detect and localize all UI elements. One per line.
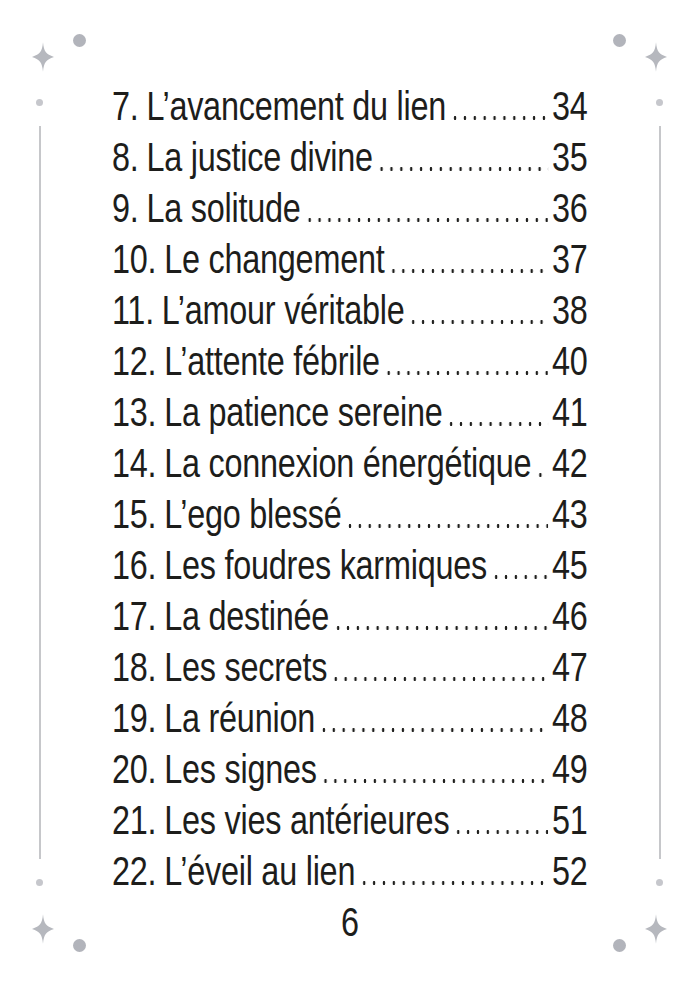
toc-entry-title: La destinée xyxy=(164,591,329,642)
dot-leader xyxy=(450,116,548,120)
toc-entry-number: 16. xyxy=(112,540,156,591)
toc-entry-page: 37 xyxy=(552,234,588,285)
toc-entry: 15. L’ego blessé 43 xyxy=(112,489,588,540)
toc-entry-number: 13. xyxy=(112,387,156,438)
toc-entry-title: L’amour véritable xyxy=(162,285,405,336)
small-dot-icon xyxy=(656,879,663,886)
toc-entry-title: Les secrets xyxy=(164,642,327,693)
dot-leader xyxy=(345,524,548,528)
sparkle-icon xyxy=(32,914,54,944)
toc-entry: 8. La justice divine 35 xyxy=(112,132,588,183)
toc-entry-page: 49 xyxy=(552,744,588,795)
toc-entry-number: 12. xyxy=(112,336,156,387)
dot-leader xyxy=(321,779,548,783)
small-dot-icon xyxy=(36,99,43,106)
toc-entry-title: La connexion énergétique xyxy=(164,438,531,489)
toc-entry: 21. Les vies antérieures 51 xyxy=(112,795,588,846)
toc-entry-title: Les foudres karmiques xyxy=(164,540,487,591)
toc-entry: 19. La réunion 48 xyxy=(112,693,588,744)
dot-leader xyxy=(333,626,548,630)
toc-entry-page: 38 xyxy=(552,285,588,336)
book-page: 7. L’avancement du lien 34 8. La justice… xyxy=(0,0,700,989)
dot-leader xyxy=(377,167,548,171)
toc-entry-title: Le changement xyxy=(164,234,384,285)
toc-entry-page: 47 xyxy=(552,642,588,693)
sparkle-icon xyxy=(645,914,667,944)
toc-entry-page: 45 xyxy=(552,540,588,591)
small-dot-icon xyxy=(656,99,663,106)
toc-entry-page: 48 xyxy=(552,693,588,744)
toc-entry: 7. L’avancement du lien 34 xyxy=(112,81,588,132)
toc-entry-number: 9. xyxy=(112,183,139,234)
toc-entry-number: 15. xyxy=(112,489,156,540)
large-dot-icon xyxy=(73,939,86,952)
toc-entry-page: 43 xyxy=(552,489,588,540)
dot-leader xyxy=(491,575,548,579)
toc-entry-page: 51 xyxy=(552,795,588,846)
toc-entry-page: 52 xyxy=(552,846,588,897)
toc-entry-page: 34 xyxy=(552,81,588,132)
toc-entry-title: Les signes xyxy=(164,744,316,795)
toc-entry-number: 22. xyxy=(112,846,156,897)
dot-leader xyxy=(453,830,548,834)
toc-entry: 16. Les foudres karmiques 45 xyxy=(112,540,588,591)
folio-page-number: 6 xyxy=(112,897,588,948)
toc-entry-title: La réunion xyxy=(164,693,315,744)
dot-leader xyxy=(384,371,548,375)
toc-entry-number: 19. xyxy=(112,693,156,744)
toc-entry: 11. L’amour véritable 38 xyxy=(112,285,588,336)
toc-entry-number: 17. xyxy=(112,591,156,642)
toc-entry-number: 18. xyxy=(112,642,156,693)
toc-entry-title: L’avancement du lien xyxy=(146,81,446,132)
toc-entry-page: 46 xyxy=(552,591,588,642)
toc-entry-title: La justice divine xyxy=(146,132,372,183)
toc-entry-number: 11. xyxy=(112,285,154,336)
vertical-rule xyxy=(659,126,661,859)
dot-leader xyxy=(319,728,548,732)
sparkle-icon xyxy=(32,42,54,72)
dot-leader xyxy=(535,473,548,477)
dot-leader xyxy=(359,881,548,885)
toc-entry-page: 35 xyxy=(552,132,588,183)
toc-entry: 13. La patience sereine 41 xyxy=(112,387,588,438)
toc-entry: 9. La solitude 36 xyxy=(112,183,588,234)
toc-entry-title: L’éveil au lien xyxy=(164,846,355,897)
large-dot-icon xyxy=(73,34,86,47)
toc-entry-page: 40 xyxy=(552,336,588,387)
large-dot-icon xyxy=(613,939,626,952)
small-dot-icon xyxy=(36,879,43,886)
toc-entry: 18. Les secrets 47 xyxy=(112,642,588,693)
toc-list: 7. L’avancement du lien 34 8. La justice… xyxy=(112,81,588,897)
toc-entry-title: L’ego blessé xyxy=(164,489,341,540)
toc-entry: 17. La destinée 46 xyxy=(112,591,588,642)
toc-entry-title: La solitude xyxy=(146,183,300,234)
toc-entry: 14. La connexion énergétique 42 xyxy=(112,438,588,489)
dot-leader xyxy=(446,422,548,426)
toc-entry: 20. Les signes 49 xyxy=(112,744,588,795)
toc-entry-title: La patience sereine xyxy=(164,387,442,438)
sparkle-icon xyxy=(645,42,667,72)
toc-entry-number: 14. xyxy=(112,438,156,489)
toc-entry-page: 42 xyxy=(552,438,588,489)
toc-entry-number: 7. xyxy=(112,81,139,132)
toc-entry: 10. Le changement 37 xyxy=(112,234,588,285)
toc-entry-number: 8. xyxy=(112,132,139,183)
dot-leader xyxy=(331,677,548,681)
toc-entry-title: L’attente fébrile xyxy=(164,336,380,387)
dot-leader xyxy=(388,269,548,273)
toc-entry: 12. L’attente fébrile 40 xyxy=(112,336,588,387)
table-of-contents: 7. L’avancement du lien 34 8. La justice… xyxy=(112,81,588,948)
toc-entry-number: 21. xyxy=(112,795,156,846)
vertical-rule xyxy=(39,126,41,859)
toc-entry-title: Les vies antérieures xyxy=(164,795,449,846)
large-dot-icon xyxy=(613,34,626,47)
dot-leader xyxy=(408,320,548,324)
toc-entry-number: 10. xyxy=(112,234,156,285)
dot-leader xyxy=(304,218,548,222)
toc-entry-page: 41 xyxy=(552,387,588,438)
toc-entry: 22. L’éveil au lien 52 xyxy=(112,846,588,897)
toc-entry-page: 36 xyxy=(552,183,588,234)
toc-entry-number: 20. xyxy=(112,744,156,795)
